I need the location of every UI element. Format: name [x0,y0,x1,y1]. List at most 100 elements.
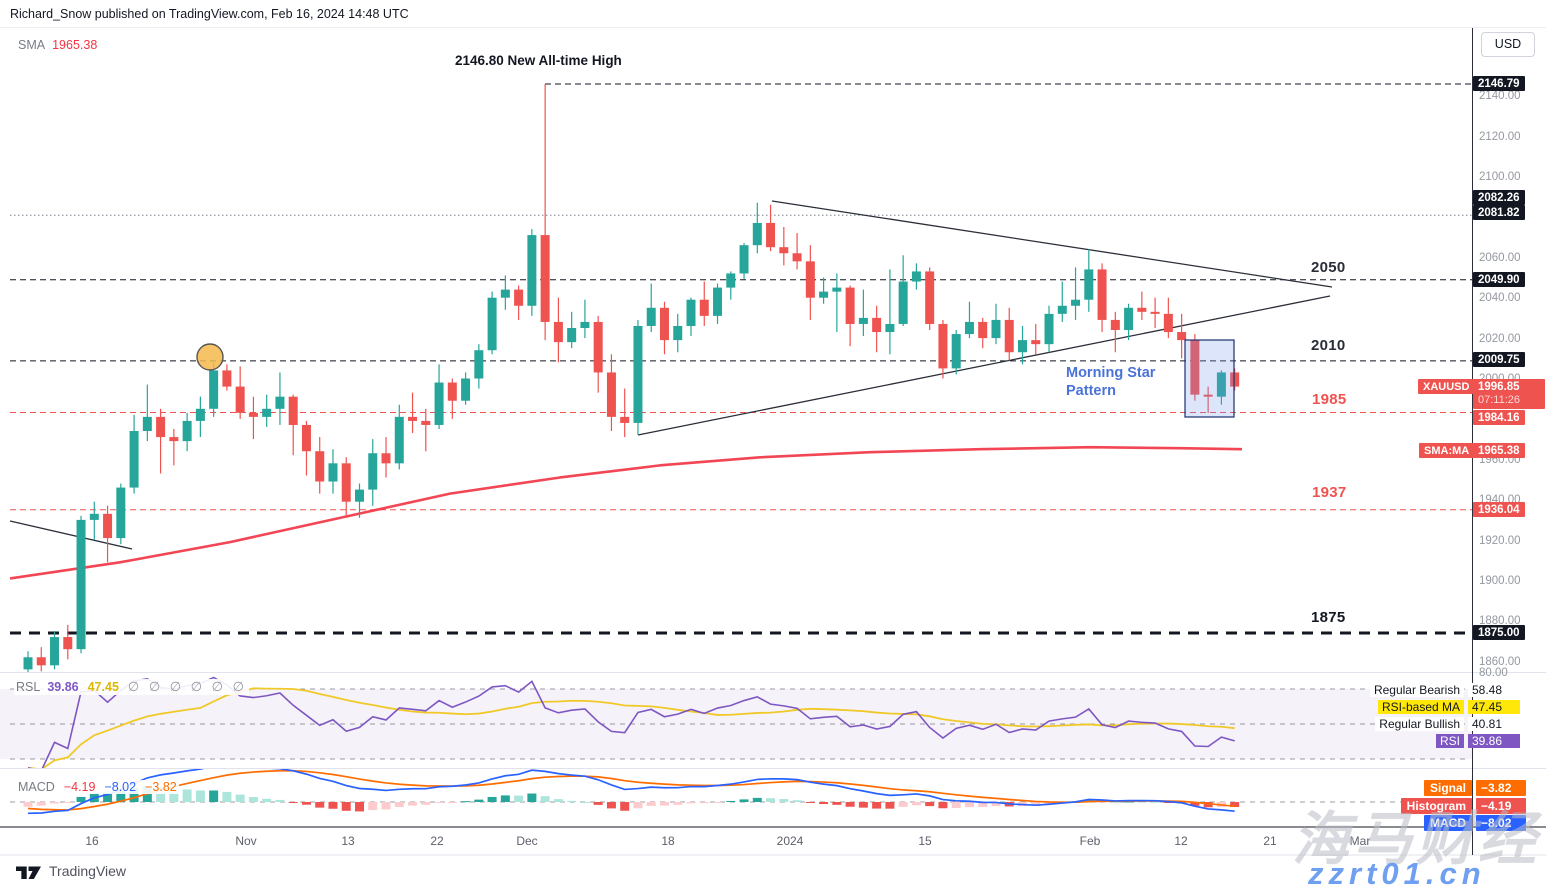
candle-body [978,321,988,339]
time-axis-label: 16 [85,834,99,848]
price-level-label[interactable]: 2010 [1311,337,1346,354]
trendline-1[interactable] [771,200,1333,288]
symbol-tag: XAUUSD [1418,379,1475,394]
macd-hist-bar [23,802,33,807]
trendline-2[interactable] [637,295,1331,436]
rsi-row-regular-bearish[interactable]: Regular Bearish 58.48 [1350,682,1520,697]
candle-body [195,408,205,421]
candle-body [713,287,723,316]
candle-body [487,297,497,351]
macd-hist-bar [1137,801,1147,803]
price-level-label[interactable]: 1937 [1312,484,1347,501]
macd-hist-bar [819,802,829,805]
macd-hist-bar [275,799,285,802]
candle-body [726,273,736,288]
candle-body [1216,372,1226,397]
macd-hist-bar [938,802,948,809]
ath-annotation[interactable]: 2146.80 New All-time High [455,53,622,68]
rsi-row-value: 40.81 [1468,716,1520,731]
macd-hist-bar [315,802,325,808]
highlight-circle-annotation[interactable] [196,343,224,371]
macd-hist-bar [36,802,46,806]
macd-row-value: −8.02 [1476,815,1526,831]
macd-hist-bar [182,789,192,802]
macd-hist-bar [633,802,643,809]
morning-star-annotation[interactable]: Morning Star Pattern [1066,365,1156,399]
morning-star-box[interactable] [1184,339,1235,418]
sma-line[interactable] [10,445,1243,580]
macd-hist-bar [500,795,510,802]
rsi-row-rsi[interactable]: RSI 39.86 [1350,733,1520,748]
rsi-row-regular-bullish[interactable]: Regular Bullish 40.81 [1350,716,1520,731]
price-level-lines[interactable] [10,83,1472,635]
macd-hist-bar [726,800,736,802]
macd-hist-bar [368,802,378,811]
macd-hist-bar [103,792,113,802]
macd-hist-bar [739,799,749,802]
price-level-label[interactable]: 1875 [1311,609,1346,626]
price-axis-marked-label: 1984.16 [1473,410,1525,425]
candle-body [925,271,935,324]
candle-body [991,319,1001,339]
price-level-label[interactable]: 2050 [1311,259,1346,276]
macd-hist-bar [713,802,723,803]
macd-hist-bar [129,787,139,802]
macd-legend[interactable]: MACD −4.19 −8.02 −3.82 [16,780,179,794]
price-level-label[interactable]: 1985 [1312,391,1347,408]
macd-hist-bar [408,802,418,806]
rsi-band [0,689,1472,759]
candle-body [553,321,563,343]
candle-body [328,463,338,482]
macd-row-histogram[interactable]: Histogram −4.19 [1346,798,1526,814]
macd-hist-bar [116,790,126,802]
macd-hist-bar [540,796,550,802]
price-axis-marked-label: 1875.00 [1473,625,1525,640]
candle-body [63,637,73,650]
macd-row-macd[interactable]: MACD −8.02 [1346,815,1526,831]
rsi-row-rsi-based-ma[interactable]: RSI-based MA 47.45 [1350,699,1520,714]
candles[interactable] [23,83,1240,675]
macd-hist-bar [1150,801,1160,803]
rsi-row-label: Regular Bearish [1369,682,1464,697]
candle-body [832,287,842,292]
publish-line: Richard_Snow published on TradingView.co… [10,7,409,21]
rsi-row-label: Regular Bullish [1375,716,1464,731]
macd-hist-bar [567,800,577,802]
rsi-legend[interactable]: RSL 39.86 47.45 ∅ ∅ ∅ ∅ ∅ ∅ [14,679,249,695]
trendlines[interactable] [9,200,1333,550]
trendline-0[interactable] [9,520,133,550]
macd-hist-bar [50,802,60,804]
macd-plot[interactable] [10,765,1467,815]
macd-hist-bar [805,802,815,803]
macd-signal-line [27,769,1235,811]
macd-hist-bar [1230,802,1240,808]
macd-hist-bar [76,796,86,802]
candle-body [209,370,219,409]
currency-usd-button[interactable]: USD [1481,32,1535,57]
candle-body [169,437,179,442]
macd-row-signal[interactable]: Signal −3.82 [1346,780,1526,796]
price-axis-label: 1860.00 [1479,656,1521,668]
candle-body [805,261,815,298]
rsi-axis-label-80: 80.00 [1479,667,1508,679]
candle-body [606,372,616,417]
tradingview-logo-icon[interactable] [16,862,41,880]
candle-body [500,289,510,298]
macd-line-legend-value: −8.02 [104,780,137,794]
macd-hist-bar [514,795,524,802]
candle-body [288,396,298,425]
tradingview-brand[interactable]: TradingView [49,863,127,879]
candle-body [540,235,550,322]
candle-body [964,321,974,335]
price-axis-label: 1920.00 [1479,535,1521,547]
rsi-row-label: RSI-based MA [1377,699,1464,714]
candle-body [699,299,709,316]
macd-hist-bar [1124,801,1134,803]
macd-hist-legend-value: −4.19 [63,780,96,794]
macd-hist-bar [1163,802,1173,803]
candle-body [845,287,855,324]
sma-legend[interactable]: SMA 1965.38 [16,38,100,52]
footer: TradingView [16,862,126,880]
candle-body [1163,313,1173,333]
